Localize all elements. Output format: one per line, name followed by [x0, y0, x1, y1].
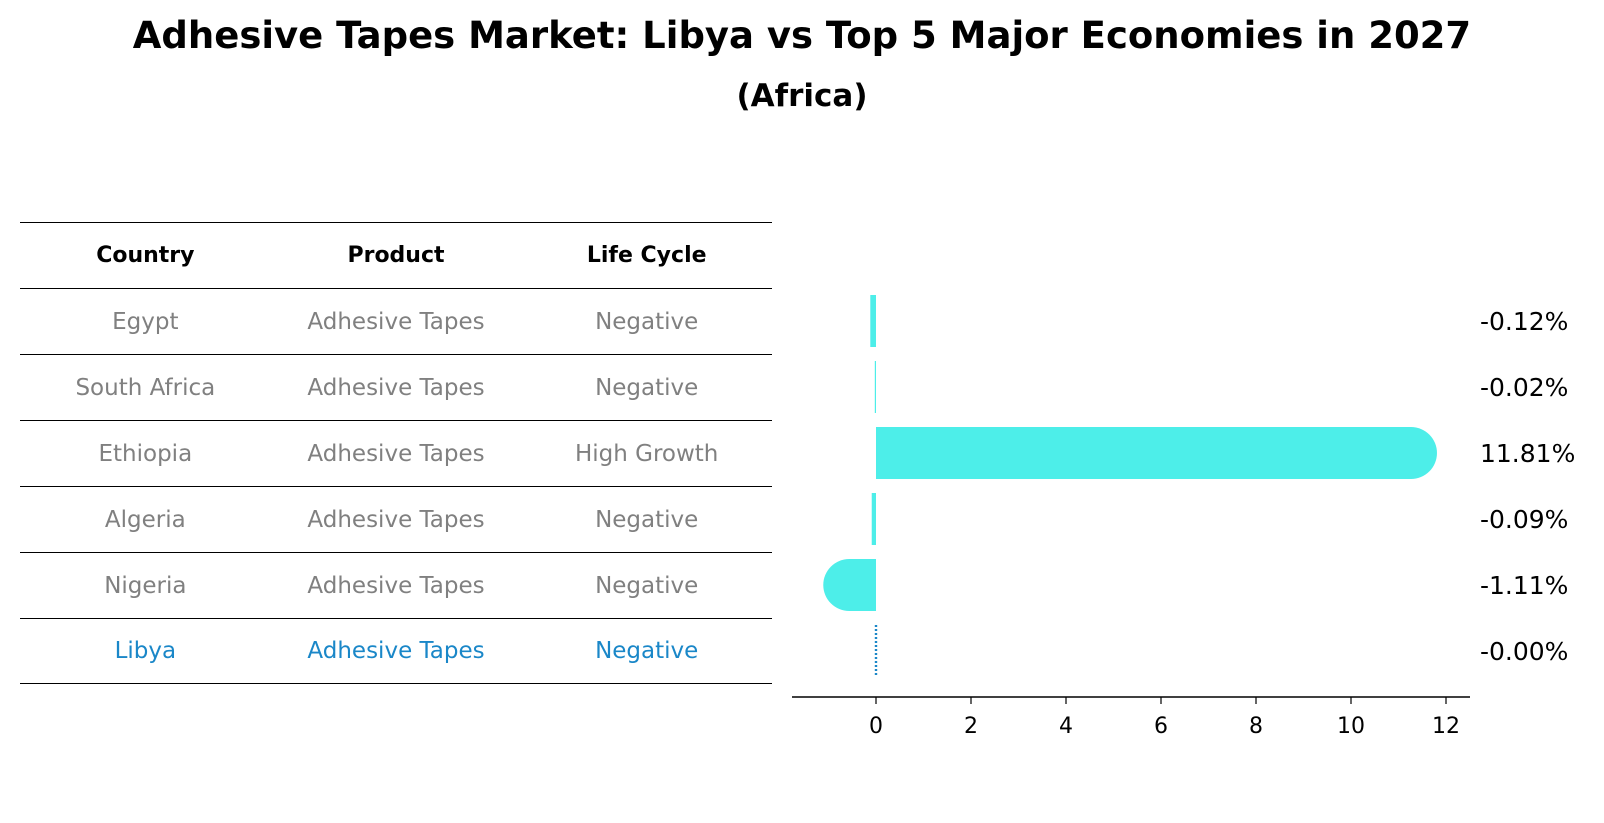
value-label: -0.02% [1480, 373, 1568, 402]
value-label: -1.11% [1480, 571, 1568, 600]
x-tick-label: 2 [964, 714, 978, 739]
product-cell: Adhesive Tapes [307, 308, 485, 335]
bar-nigeria [823, 559, 876, 611]
country-cell: Nigeria [104, 572, 187, 599]
market-table: Country Product Life Cycle Egypt Adhesiv… [20, 222, 772, 684]
table-row: Egypt Adhesive Tapes Negative [20, 288, 772, 354]
header-life-cycle: Life Cycle [586, 243, 707, 268]
value-label: -0.00% [1480, 637, 1568, 666]
life-cycle-cell: High Growth [574, 440, 719, 467]
table-row-highlighted: Libya Adhesive Tapes Negative [20, 618, 772, 684]
bar-algeria [871, 493, 876, 545]
country-cell: Algeria [104, 506, 186, 533]
table-row: Ethiopia Adhesive Tapes High Growth [20, 420, 772, 486]
table-row: Algeria Adhesive Tapes Negative [20, 486, 772, 552]
life-cycle-cell: Negative [595, 506, 699, 533]
product-cell: Adhesive Tapes [307, 440, 485, 467]
product-cell: Adhesive Tapes [307, 572, 485, 599]
country-cell: South Africa [75, 374, 216, 401]
country-cell: Ethiopia [98, 440, 193, 467]
life-cycle-cell: Negative [595, 308, 699, 335]
header-product: Product [347, 243, 445, 268]
bar-ethiopia [876, 427, 1437, 479]
life-cycle-cell: Negative [595, 638, 699, 664]
product-cell: Adhesive Tapes [307, 506, 485, 533]
table-row: Nigeria Adhesive Tapes Negative [20, 552, 772, 618]
x-tick-label: 6 [1154, 714, 1168, 739]
bar-egypt [870, 295, 876, 347]
product-cell: Adhesive Tapes [307, 374, 485, 401]
bar-south-africa [874, 361, 876, 413]
x-tick-label: 8 [1249, 714, 1263, 739]
table-header-row: Country Product Life Cycle [20, 222, 772, 288]
table-row: South Africa Adhesive Tapes Negative [20, 354, 772, 420]
product-cell: Adhesive Tapes [307, 638, 485, 664]
x-tick-label: 4 [1059, 714, 1073, 739]
value-label: -0.09% [1480, 505, 1568, 534]
life-cycle-cell: Negative [595, 572, 699, 599]
country-cell: Libya [114, 638, 177, 664]
x-tick-label: 12 [1432, 714, 1460, 739]
x-tick-label: 10 [1337, 714, 1365, 739]
country-cell: Egypt [112, 308, 179, 335]
header-country: Country [96, 243, 195, 268]
chart-title: Adhesive Tapes Market: Libya vs Top 5 Ma… [132, 14, 1472, 57]
value-label: 11.81% [1480, 439, 1575, 468]
value-label: -0.12% [1480, 307, 1568, 336]
life-cycle-cell: Negative [595, 374, 699, 401]
chart-subtitle: (Africa) [736, 78, 868, 114]
x-tick-label: 0 [869, 714, 883, 739]
